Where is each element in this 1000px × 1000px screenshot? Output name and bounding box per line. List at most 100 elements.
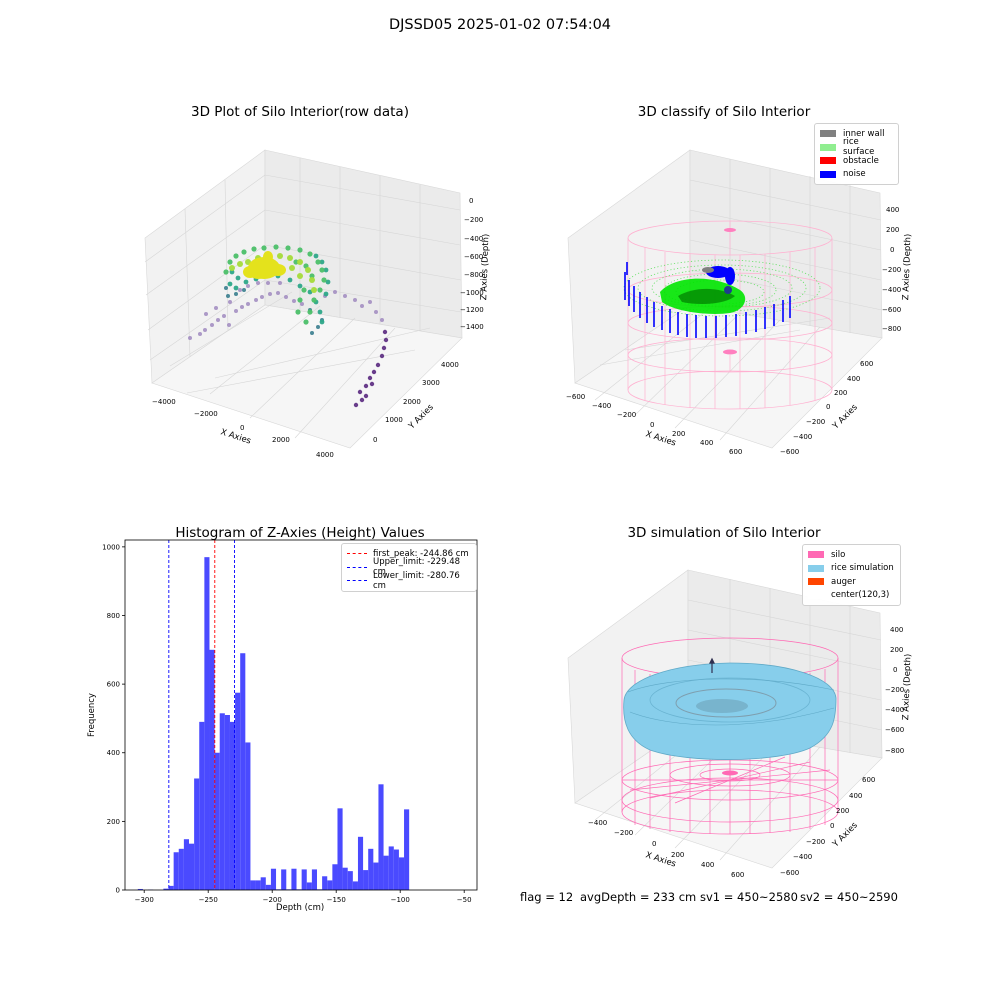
classify-obstacle-shadow [724,286,732,294]
simulation-ytick-0: −600 [780,869,800,877]
histogram-bar [347,871,353,890]
classify-ytick-2: −200 [806,418,826,426]
legend-label-first-peak: first_peak: -244.86 cm [373,548,469,559]
histogram-bar [173,852,179,890]
histogram-title: Histogram of Z-Axies (Height) Values [175,525,425,541]
simulation-ztick-6: −800 [885,747,905,755]
legend-item-obstacle: obstacle [820,154,892,168]
raw-ytick-4: 4000 [441,361,459,369]
histogram-xtick-label: −50 [457,896,472,904]
simulation-ytick-3: 0 [830,822,835,830]
histogram-bar [240,653,246,890]
simulation-ztick-3: −200 [885,686,905,694]
legend-label-inner-wall: inner wall [843,128,885,139]
legend-item-rice-surface: rice surface [820,137,892,157]
histogram-bar [337,808,343,890]
classify-ztick-6: −800 [882,325,902,333]
legend-label-lower-limit: Lower_limit: -280.76 cm [373,570,460,591]
classify-ztick-4: −400 [882,286,902,294]
raw-peak-cluster [243,251,286,279]
histogram-bar [398,857,405,890]
histogram-bar [265,884,271,890]
classify-center-markers [723,228,737,355]
histogram-bar [357,836,364,890]
simulation-ztick-2: 0 [893,666,898,674]
histogram-bar [368,848,374,890]
raw-ztick-5: −1000 [460,289,484,297]
histogram-frame [124,539,478,891]
raw-plot-title: 3D Plot of Silo Interior(row data) [191,104,409,120]
histogram-bar [306,882,312,890]
classify-plot-title: 3D classify of Silo Interior [637,104,811,120]
classify-xtick-5: 400 [700,439,714,447]
histogram-bar [255,880,261,890]
footer-flag: flag = 12 [520,890,574,904]
classify-plot-axes [567,149,883,449]
figure-title: DJSSD05 2025-01-02 07:54:04 [388,17,612,33]
histogram-bar [327,880,333,890]
histogram-bar [214,752,220,890]
legend-swatch-rice-simulation [808,564,824,572]
histogram-ytick-label: 800 [107,612,120,620]
histogram-bar [352,881,358,890]
footer-avg-depth: avgDepth = 233 cm [580,890,697,904]
legend-label-rice-simulation: rice simulation [831,563,894,574]
simulation-ytick-5: 400 [849,792,863,800]
histogram-bars [137,557,410,890]
legend-line-lower-limit [347,580,367,582]
classify-rice-surface-dense [660,278,746,314]
histogram-bar [189,843,195,890]
raw-xtick-4: 4000 [316,451,334,459]
legend-item-lower-limit: Lower_limit: -280.76 cm [347,570,470,591]
simulation-plot-axes [567,569,883,869]
classify-gridlines [594,159,883,441]
histogram-ytick-label: 1000 [102,543,120,551]
simulation-ytick-4: 200 [836,807,850,815]
raw-ztick-0: 0 [469,197,474,205]
simulation-ytick-1: −400 [793,853,813,861]
legend-item-silo: silo [808,548,894,562]
histogram-xtick-label: −150 [327,896,346,904]
histogram-bar [245,742,251,890]
classify-ztick-2: 0 [890,246,895,254]
simulation-xtick-0: −400 [588,819,608,827]
classify-noise-points [624,262,791,338]
simulation-xtick-3: 200 [671,851,685,859]
classify-ztick-1: 200 [886,226,900,234]
legend-item-rice-simulation: rice simulation [808,562,894,576]
raw-ztick-6: −1200 [460,306,484,314]
simulation-center-marker [722,770,738,776]
classify-xtick-3: 0 [650,421,655,429]
simulation-xtick-4: 400 [701,861,715,869]
legend-swatch-center [808,591,824,599]
histogram-bar [301,869,307,890]
legend-label-obstacle: obstacle [843,155,879,166]
legend-item-first-peak: first_peak: -244.86 cm [347,547,470,561]
histogram-ytick-label: 200 [107,818,120,826]
histogram-ytick-label: 400 [107,749,120,757]
raw-ztick-3: −600 [464,253,484,261]
histogram-xtick-label: −250 [199,896,218,904]
histogram-bar [178,848,184,890]
histogram-xtick-label: −300 [135,896,154,904]
classify-ztick-5: −600 [882,306,902,314]
histogram-bar [388,846,394,890]
histogram-bar [224,715,230,890]
simulation-rice-surface [623,662,837,760]
histogram-ytick-label: 600 [107,681,120,689]
legend-item-noise: noise [820,168,892,182]
histogram-bar [291,868,297,890]
classify-xtick-4: 200 [672,430,686,438]
histogram-bar [229,721,236,890]
histogram-bar [235,692,241,890]
classify-legend: inner wall rice surface obstacle noise [814,123,899,185]
classify-xtick-0: −600 [566,393,586,401]
legend-label-noise: noise [843,169,866,180]
raw-ztick-2: −400 [464,235,484,243]
classify-xtick-6: 600 [729,448,743,456]
histogram-bar [199,721,205,890]
histogram-bar [383,855,389,890]
classify-ytick-1: −400 [793,433,813,441]
raw-data-points [188,244,389,408]
raw-gridlines [144,158,462,439]
